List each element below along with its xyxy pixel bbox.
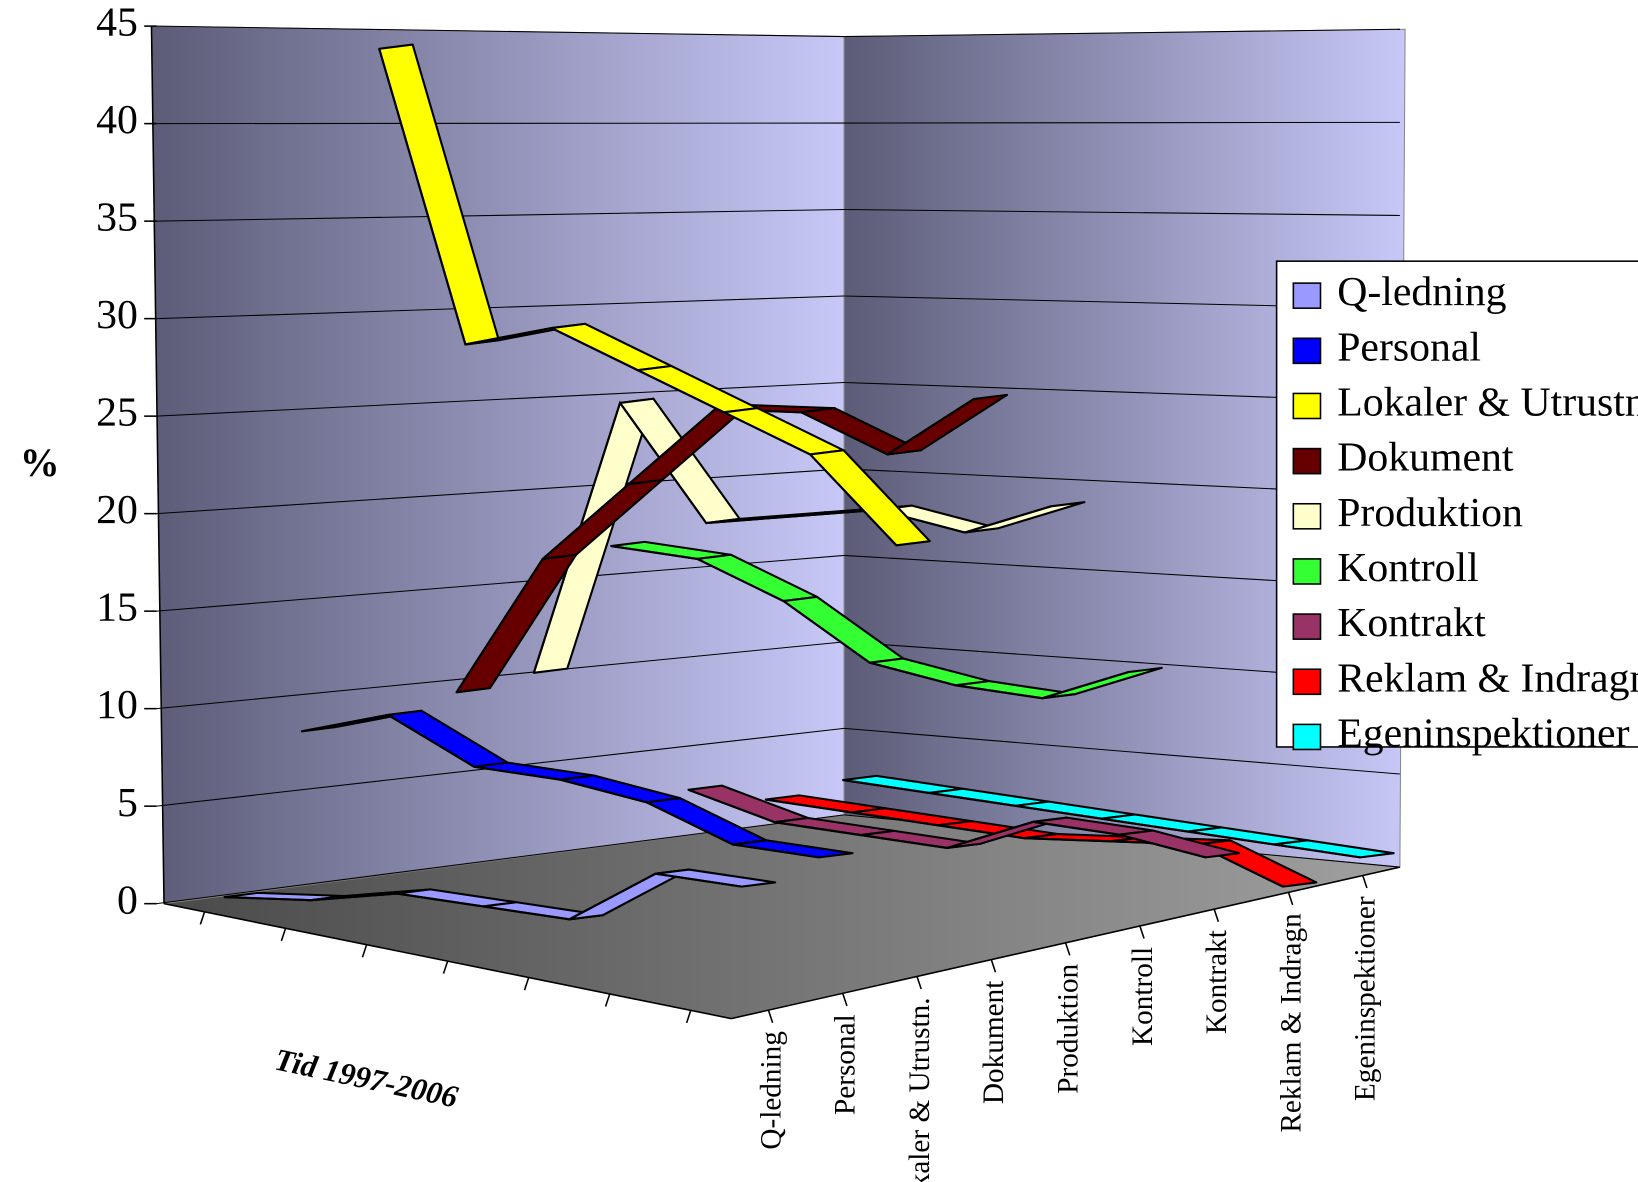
ribbon-edge bbox=[224, 872, 742, 921]
series-ribbon bbox=[842, 774, 1395, 859]
series-ribbon bbox=[223, 868, 777, 921]
ribbon-edge bbox=[610, 544, 1129, 700]
legend-label: Egeninspektioner bbox=[1337, 711, 1629, 757]
legend-swatch bbox=[1292, 282, 1322, 309]
y-tick-label: 45 bbox=[96, 0, 138, 46]
legend-swatch bbox=[1292, 613, 1322, 640]
series-ribbon bbox=[610, 540, 1163, 700]
depth-tick bbox=[990, 959, 997, 973]
depth-tick-label: Kontrakt bbox=[1201, 930, 1233, 1034]
y-axis-label: % bbox=[20, 441, 60, 485]
y-tick-label: 25 bbox=[96, 390, 138, 436]
ribbon-edge bbox=[688, 788, 1206, 859]
depth-tick bbox=[841, 993, 848, 1007]
x-tick bbox=[442, 960, 449, 974]
depth-tick bbox=[1139, 925, 1145, 939]
depth-tick-label: Dokument bbox=[978, 981, 1010, 1104]
depth-tick bbox=[767, 1009, 774, 1023]
grid-line bbox=[156, 468, 845, 515]
y-tick-label: 15 bbox=[96, 585, 138, 631]
x-tick bbox=[523, 977, 530, 991]
legend-label: Kontroll bbox=[1337, 545, 1479, 591]
y-tick-label: 30 bbox=[96, 292, 138, 338]
legend-swatch bbox=[1292, 392, 1322, 420]
legend-label: Dokument bbox=[1337, 435, 1514, 481]
depth-tick-label: Kontroll bbox=[1127, 947, 1159, 1046]
x-axis-label: Tid 1997-2006 bbox=[272, 1042, 461, 1115]
depth-tick-label: Q-ledning bbox=[755, 1031, 787, 1150]
ribbon-edge bbox=[455, 398, 975, 693]
y-tick-label: 0 bbox=[117, 877, 138, 923]
series-ribbon bbox=[300, 709, 854, 859]
depth-tick bbox=[1362, 875, 1368, 889]
legend-label: Lokaler & Utrustn. bbox=[1337, 380, 1638, 426]
legend-label: Produktion bbox=[1337, 490, 1523, 536]
depth-tick bbox=[1213, 908, 1220, 922]
depth-tick-label: Lokaler & Utrustn. bbox=[904, 997, 936, 1182]
x-tick bbox=[361, 944, 368, 958]
y-tick-label: 20 bbox=[96, 487, 138, 533]
legend-swatch bbox=[1292, 502, 1322, 530]
ribbon-edge bbox=[301, 713, 820, 859]
grid-line bbox=[156, 208, 845, 222]
y-tick-label: 40 bbox=[96, 97, 138, 143]
legend-box bbox=[1275, 260, 1638, 748]
depth-tick-label: Reklam & Indragn bbox=[1275, 913, 1307, 1133]
y-axis bbox=[150, 26, 165, 904]
y-tick-label: 5 bbox=[117, 780, 138, 826]
legend-label: Reklam & Indragn bbox=[1337, 655, 1638, 701]
grid-line bbox=[844, 727, 1400, 775]
grid-line bbox=[844, 208, 1400, 216]
legend-swatch bbox=[1292, 723, 1322, 751]
legend-label: Personal bbox=[1337, 324, 1481, 370]
ribbon-edge bbox=[842, 779, 1361, 859]
ribbon-edge bbox=[532, 400, 1052, 674]
legend-label: Kontrakt bbox=[1337, 600, 1486, 646]
y-tick-label: 35 bbox=[96, 195, 138, 241]
plot: % Tid 1997-2006 0 5 10 15 20 25 30 35 40 45 Q-ledn… bbox=[20, 0, 1638, 1182]
legend-swatch bbox=[1292, 558, 1322, 585]
depth-tick-label: Produktion bbox=[1053, 963, 1085, 1093]
series-ribbon bbox=[687, 784, 1241, 859]
grid-line bbox=[156, 641, 845, 710]
x-tick bbox=[604, 993, 611, 1007]
depth-tick-label: Personal bbox=[830, 1014, 862, 1115]
x-tick bbox=[685, 1010, 692, 1024]
y-tick-label: 10 bbox=[96, 682, 138, 728]
grid-line bbox=[156, 381, 845, 417]
x-tick bbox=[199, 911, 206, 925]
legend-label: Q-ledning bbox=[1337, 269, 1506, 315]
series-ribbon bbox=[455, 393, 1009, 694]
depth-tick bbox=[916, 976, 922, 990]
grid-line bbox=[156, 122, 845, 125]
legend-swatch bbox=[1292, 668, 1322, 696]
depth-tick-label: Egeninspektioner bbox=[1350, 896, 1382, 1101]
grid-line bbox=[844, 28, 1400, 38]
grid-line bbox=[156, 25, 845, 38]
legend-swatch bbox=[1292, 447, 1322, 475]
legend: Q-ledning Personal Lokaler & Utrustn. Dokum… bbox=[1275, 260, 1638, 757]
grid-line bbox=[156, 295, 845, 320]
series-ribbon bbox=[378, 43, 931, 547]
grid-line bbox=[844, 121, 1400, 124]
ribbon-edge bbox=[378, 48, 898, 547]
left-wall bbox=[150, 25, 845, 905]
x-tick bbox=[280, 928, 287, 942]
depth-tick bbox=[1287, 892, 1294, 906]
legend-swatch bbox=[1292, 337, 1322, 365]
depth-tick bbox=[1064, 942, 1071, 956]
